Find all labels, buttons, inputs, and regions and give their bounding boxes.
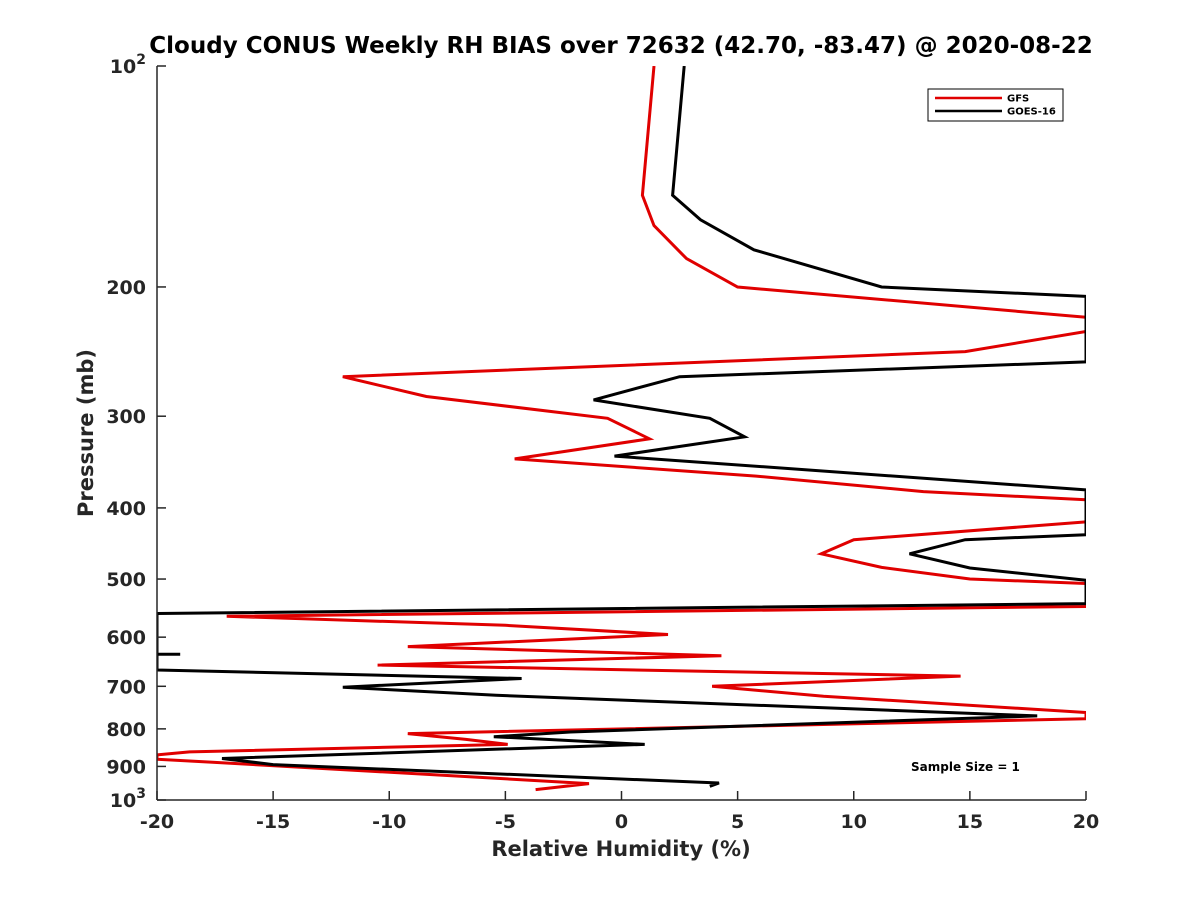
y-tick-label: 102: [110, 52, 146, 78]
x-tick-label: -15: [256, 811, 290, 833]
x-tick-label: 10: [841, 811, 867, 833]
legend: GFS GOES-16: [927, 88, 1064, 122]
plot-area: -20 -15 -10 -5 0 5 10 15 20 102 200 300 400 500 600 700…: [106, 52, 1099, 833]
x-tick-label: -10: [372, 811, 406, 833]
x-axis-label: Relative Humidity (%): [491, 837, 750, 861]
x-tick-label: -5: [495, 811, 516, 833]
y-tick-label: 700: [106, 676, 146, 698]
legend-label: GFS: [1007, 94, 1029, 105]
y-axis-label: Pressure (mb): [74, 349, 98, 517]
y-tick-label: 200: [106, 277, 146, 299]
x-tick-label: 20: [1073, 811, 1099, 833]
y-tick-label: 900: [106, 756, 146, 778]
series-line-goes-16: [157, 66, 1086, 788]
x-tick-label: -20: [140, 811, 174, 833]
sample-size-note: Sample Size = 1: [911, 760, 1020, 774]
x-tick-label: 0: [615, 811, 628, 833]
y-tick-label: 400: [106, 498, 146, 520]
legend-label: GOES-16: [1007, 107, 1056, 118]
y-tick-label: 300: [106, 406, 146, 428]
y-tick-label: 500: [106, 569, 146, 591]
legend-box: [927, 88, 1064, 122]
y-tick-label: 600: [106, 627, 146, 649]
y-tick-label: 103: [110, 786, 146, 812]
y-tick-label: 800: [106, 719, 146, 741]
chart-title: Cloudy CONUS Weekly RH BIAS over 72632 (…: [149, 33, 1092, 59]
series-line-gfs: [157, 66, 1086, 792]
x-tick-label: 5: [731, 811, 744, 833]
x-tick-label: 15: [957, 811, 983, 833]
